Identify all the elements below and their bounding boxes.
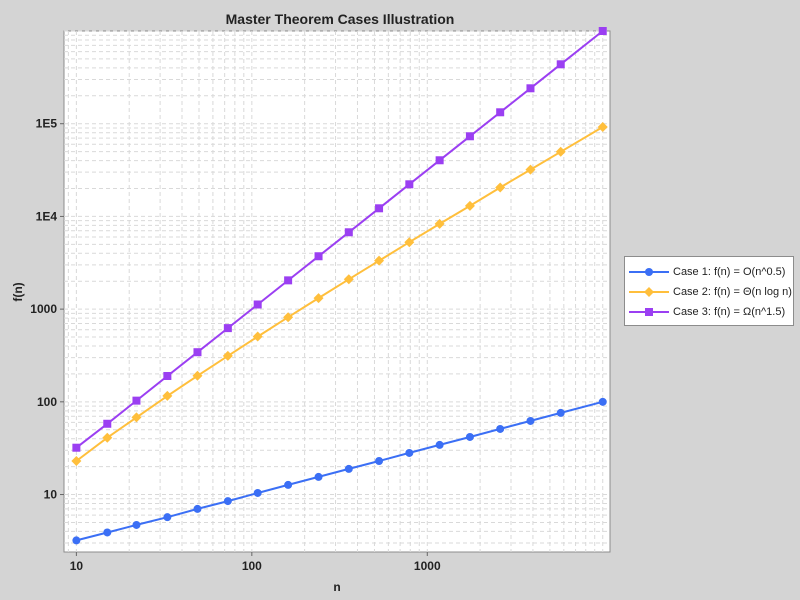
plot-area — [63, 30, 611, 553]
series-1 — [72, 397, 607, 545]
y-tick-label: 1000 — [30, 302, 57, 316]
data-point — [193, 348, 202, 357]
legend-label-case-3: Case 3: f(n) = Ω(n^1.5) — [673, 306, 786, 318]
ticks: 10 100 1000 10 100 1000 1E4 1E5 — [30, 117, 441, 573]
x-tick-label: 1000 — [414, 559, 441, 573]
data-point — [284, 276, 293, 285]
data-point — [344, 228, 353, 237]
series-line-2 — [75, 126, 604, 462]
data-point — [283, 312, 294, 323]
data-point — [598, 397, 607, 406]
legend-swatch-case-1 — [629, 268, 669, 276]
data-point — [374, 255, 385, 266]
y-tick-label: 100 — [37, 395, 57, 409]
data-point — [314, 252, 323, 261]
data-point — [252, 331, 263, 342]
data-point — [253, 488, 262, 497]
data-point — [405, 180, 414, 189]
x-tick-label: 100 — [242, 559, 262, 573]
legend: Case 1: f(n) = O(n^0.5) Case 2: f(n) = Θ… — [624, 256, 794, 326]
legend-swatch-case-3 — [629, 308, 669, 316]
legend-label-case-2: Case 2: f(n) = Θ(n log n) — [673, 286, 792, 298]
data-point — [163, 371, 172, 380]
data-point — [465, 132, 474, 141]
data-point — [597, 122, 608, 133]
y-tick-label: 1E4 — [36, 209, 58, 223]
data-point — [434, 218, 445, 229]
y-axis-label: f(n) — [11, 282, 25, 301]
data-point — [193, 504, 202, 513]
legend-item-case-3: Case 3: f(n) = Ω(n^1.5) — [625, 303, 785, 321]
data-point — [375, 457, 384, 466]
data-point — [555, 146, 566, 157]
data-point — [344, 464, 353, 473]
data-point — [464, 200, 475, 211]
data-point — [222, 350, 233, 361]
series-2 — [71, 122, 608, 467]
data-point — [284, 480, 293, 489]
data-point — [343, 274, 354, 285]
data-point — [132, 520, 141, 529]
grid — [64, 30, 610, 552]
data-point — [598, 27, 607, 35]
data-point — [404, 237, 415, 248]
data-point — [465, 432, 474, 441]
x-tick-label: 10 — [70, 559, 84, 573]
legend-item-case-1: Case 1: f(n) = O(n^0.5) — [625, 263, 785, 281]
data-point — [314, 472, 323, 481]
legend-label-case-1: Case 1: f(n) = O(n^0.5) — [673, 266, 786, 278]
data-point — [103, 528, 112, 537]
x-axis-label: n — [333, 580, 340, 594]
data-point — [223, 497, 232, 506]
series-line-1 — [76, 400, 603, 542]
data-point — [526, 416, 535, 425]
data-point — [162, 390, 173, 401]
data-point — [405, 448, 414, 457]
legend-swatch-case-2 — [629, 287, 669, 297]
data-point — [253, 300, 262, 309]
legend-item-case-2: Case 2: f(n) = Θ(n log n) — [625, 283, 792, 301]
data-point — [375, 204, 384, 213]
data-point — [163, 513, 172, 522]
data-point — [496, 424, 505, 433]
series-layer — [71, 27, 608, 545]
data-point — [526, 84, 535, 93]
data-point — [132, 396, 141, 405]
data-point — [72, 536, 81, 545]
data-point — [495, 182, 506, 193]
data-point — [131, 412, 142, 423]
data-point — [496, 108, 505, 117]
y-tick-label: 1E5 — [36, 117, 58, 131]
data-point — [71, 456, 82, 467]
data-point — [525, 164, 536, 175]
data-point — [102, 432, 113, 443]
data-point — [313, 293, 324, 304]
data-point — [223, 324, 232, 333]
chart-title: Master Theorem Cases Illustration — [226, 11, 455, 27]
data-point — [103, 419, 112, 428]
data-point — [435, 156, 444, 165]
data-point — [435, 440, 444, 449]
data-point — [556, 408, 565, 417]
data-point — [192, 370, 203, 381]
data-point — [556, 60, 565, 69]
data-point — [72, 443, 81, 452]
y-tick-label: 10 — [44, 488, 58, 502]
series-3 — [72, 27, 607, 452]
series-line-3 — [75, 30, 604, 449]
